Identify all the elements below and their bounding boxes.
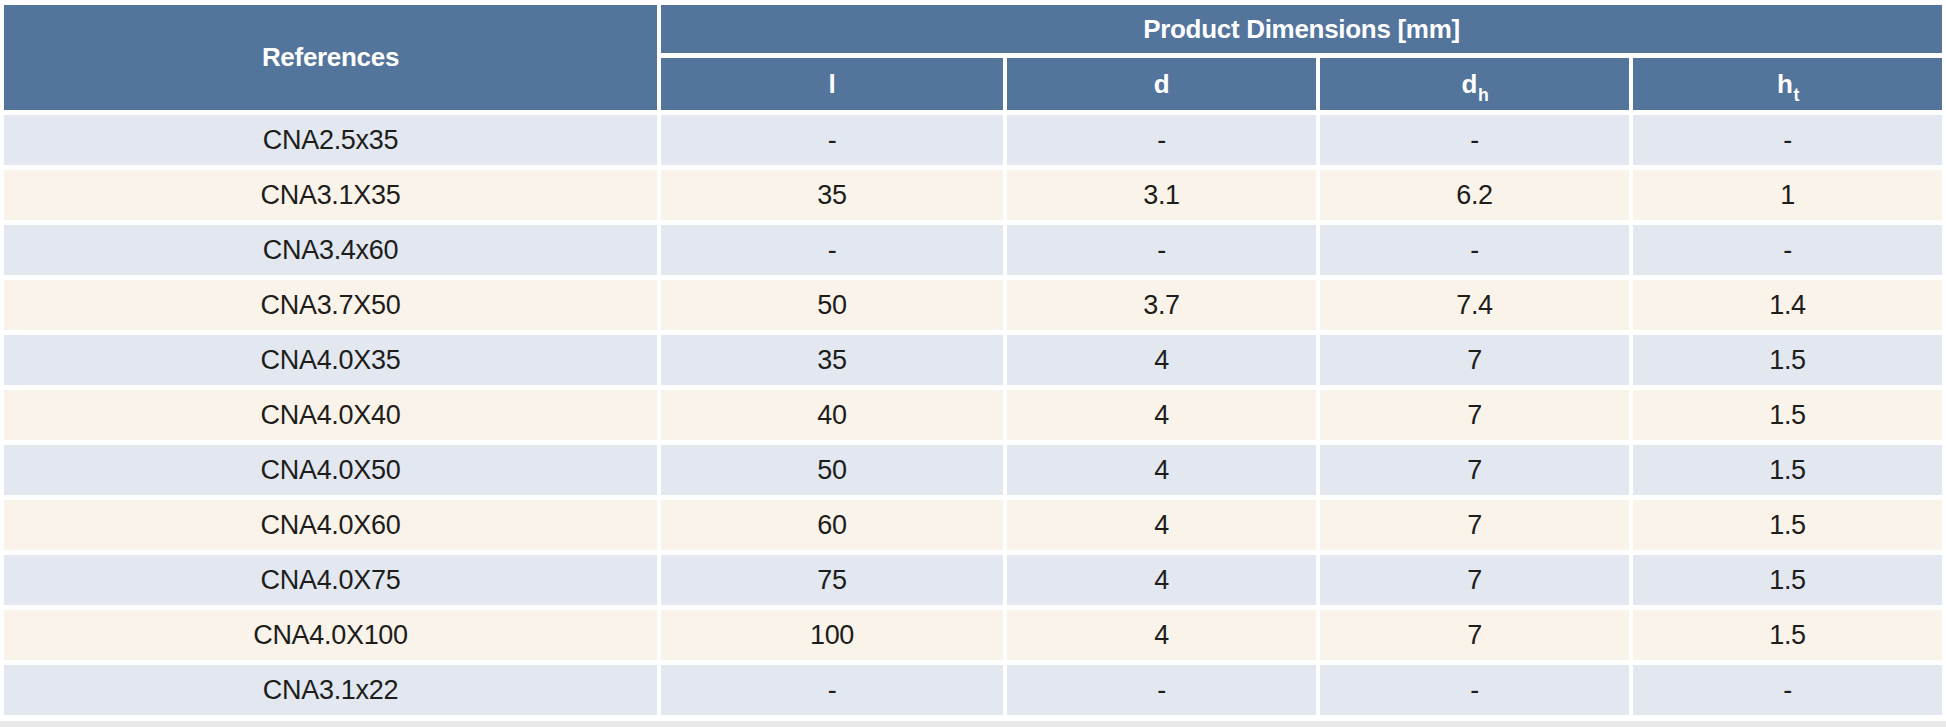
- column-header-ht-subscript: t: [1794, 85, 1800, 105]
- dimension-cell-ht: 1.5: [1633, 610, 1942, 660]
- dimension-cell-d: 3.7: [1007, 280, 1316, 330]
- dimension-cell-dh: 7: [1320, 445, 1629, 495]
- header-row-group: References Product Dimensions [mm]: [4, 5, 1942, 53]
- dimension-cell-d: -: [1007, 665, 1316, 715]
- dimension-cell-dh: 7: [1320, 610, 1629, 660]
- dimension-cell-l: 35: [661, 335, 1003, 385]
- reference-cell: CNA4.0X50: [4, 445, 657, 495]
- product-dimensions-group-header: Product Dimensions [mm]: [661, 5, 1942, 53]
- dimension-cell-ht: 1.5: [1633, 390, 1942, 440]
- table-row: CNA3.1X35 35 3.1 6.2 1: [4, 170, 1942, 220]
- reference-cell: CNA3.4x60: [4, 225, 657, 275]
- reference-cell: CNA3.1X35: [4, 170, 657, 220]
- column-header-l: l: [661, 58, 1003, 110]
- dimension-cell-dh: -: [1320, 225, 1629, 275]
- dimension-cell-l: 50: [661, 445, 1003, 495]
- dimension-cell-d: 4: [1007, 335, 1316, 385]
- dimension-cell-dh: 7.4: [1320, 280, 1629, 330]
- column-header-d-label: d: [1154, 69, 1170, 99]
- table-row: CNA4.0X75 75 4 7 1.5: [4, 555, 1942, 605]
- dimension-cell-ht: -: [1633, 115, 1942, 165]
- dimension-cell-ht: 1.5: [1633, 445, 1942, 495]
- dimension-cell-dh: -: [1320, 665, 1629, 715]
- dimension-cell-d: -: [1007, 225, 1316, 275]
- dimension-cell-ht: -: [1633, 225, 1942, 275]
- table-row: CNA4.0X35 35 4 7 1.5: [4, 335, 1942, 385]
- next-section-top-edge: [0, 721, 1946, 727]
- dimension-cell-ht: 1: [1633, 170, 1942, 220]
- dimension-cell-l: 35: [661, 170, 1003, 220]
- column-header-l-label: l: [829, 69, 836, 99]
- dimension-cell-l: 100: [661, 610, 1003, 660]
- product-dimensions-table: References Product Dimensions [mm] l d d…: [0, 0, 1946, 720]
- dimension-cell-l: 50: [661, 280, 1003, 330]
- dimension-cell-d: 4: [1007, 500, 1316, 550]
- dimension-cell-ht: -: [1633, 665, 1942, 715]
- dimension-cell-l: 40: [661, 390, 1003, 440]
- column-header-ht: ht: [1633, 58, 1942, 110]
- dimension-cell-ht: 1.5: [1633, 335, 1942, 385]
- dimension-cell-dh: 7: [1320, 500, 1629, 550]
- dimension-cell-d: 4: [1007, 555, 1316, 605]
- column-header-dh-label: d: [1461, 69, 1477, 99]
- dimension-cell-ht: 1.5: [1633, 500, 1942, 550]
- column-header-d: d: [1007, 58, 1316, 110]
- dimension-cell-d: 4: [1007, 610, 1316, 660]
- column-header-dh: dh: [1320, 58, 1629, 110]
- table-row: CNA4.0X50 50 4 7 1.5: [4, 445, 1942, 495]
- references-column-header: References: [4, 5, 657, 110]
- reference-cell: CNA3.1x22: [4, 665, 657, 715]
- reference-cell: CNA4.0X100: [4, 610, 657, 660]
- table-row: CNA3.1x22 - - - -: [4, 665, 1942, 715]
- dimension-cell-dh: 6.2: [1320, 170, 1629, 220]
- dimension-cell-l: 75: [661, 555, 1003, 605]
- reference-cell: CNA2.5x35: [4, 115, 657, 165]
- dimension-cell-dh: 7: [1320, 390, 1629, 440]
- dimension-cell-dh: 7: [1320, 555, 1629, 605]
- table-row: CNA4.0X60 60 4 7 1.5: [4, 500, 1942, 550]
- column-header-ht-label: h: [1777, 69, 1793, 99]
- dimension-cell-l: -: [661, 115, 1003, 165]
- dimension-cell-dh: 7: [1320, 335, 1629, 385]
- reference-cell: CNA4.0X35: [4, 335, 657, 385]
- reference-cell: CNA4.0X40: [4, 390, 657, 440]
- dimension-cell-d: -: [1007, 115, 1316, 165]
- dimension-cell-ht: 1.4: [1633, 280, 1942, 330]
- table-row: CNA4.0X100 100 4 7 1.5: [4, 610, 1942, 660]
- table-row: CNA2.5x35 - - - -: [4, 115, 1942, 165]
- reference-cell: CNA4.0X75: [4, 555, 657, 605]
- dimension-cell-d: 4: [1007, 390, 1316, 440]
- table-row: CNA3.4x60 - - - -: [4, 225, 1942, 275]
- dimension-cell-l: 60: [661, 500, 1003, 550]
- table-row: CNA3.7X50 50 3.7 7.4 1.4: [4, 280, 1942, 330]
- table-row: CNA4.0X40 40 4 7 1.5: [4, 390, 1942, 440]
- reference-cell: CNA4.0X60: [4, 500, 657, 550]
- dimension-cell-d: 3.1: [1007, 170, 1316, 220]
- dimension-cell-l: -: [661, 665, 1003, 715]
- column-header-dh-subscript: h: [1478, 85, 1489, 105]
- dimension-cell-dh: -: [1320, 115, 1629, 165]
- reference-cell: CNA3.7X50: [4, 280, 657, 330]
- dimension-cell-d: 4: [1007, 445, 1316, 495]
- dimension-cell-l: -: [661, 225, 1003, 275]
- dimension-cell-ht: 1.5: [1633, 555, 1942, 605]
